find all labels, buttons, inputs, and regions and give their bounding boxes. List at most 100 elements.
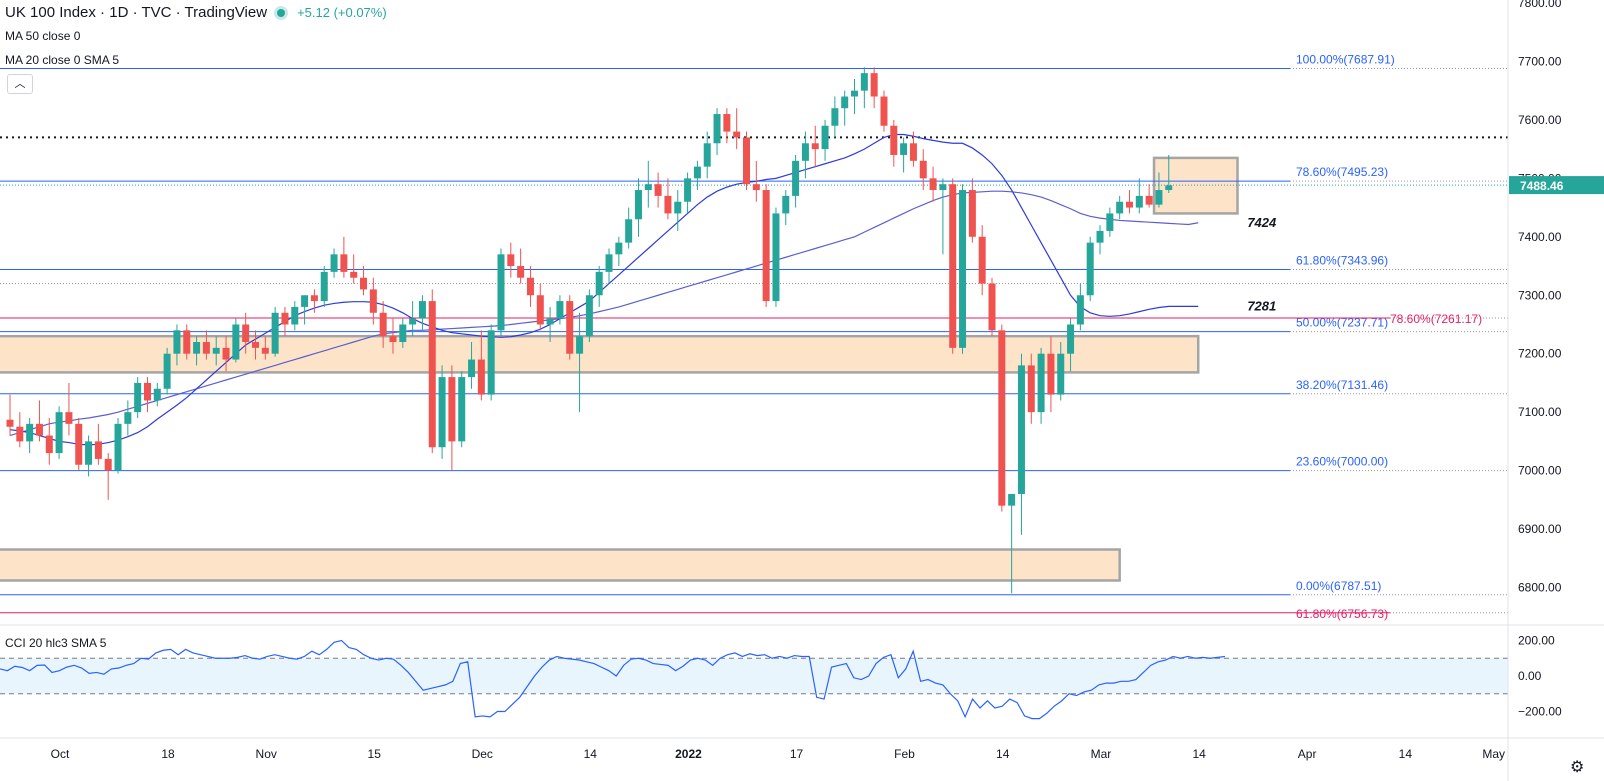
y-tick-4: 7400.00: [1518, 230, 1562, 244]
candle-body: [919, 160, 927, 179]
candle-body: [959, 190, 967, 348]
candle-40: [399, 318, 407, 348]
candle-37: [369, 277, 377, 325]
candle-body: [1008, 493, 1016, 506]
candle-57: [566, 295, 574, 360]
candle-88: [870, 67, 878, 109]
candle-66: [654, 172, 662, 208]
cci-legend[interactable]: CCI 20 hlc3 SMA 5: [5, 636, 107, 650]
candle-49: [487, 324, 495, 401]
candle-body: [497, 254, 505, 331]
x-tick-14: May: [1482, 747, 1505, 761]
candle-body: [644, 184, 652, 191]
symbol-title[interactable]: UK 100 Index · 1D · TVC · TradingView: [5, 4, 268, 21]
candle-body: [723, 114, 731, 132]
candle-body: [350, 271, 358, 278]
candle-113: [1116, 195, 1124, 220]
candle-20: [202, 330, 210, 360]
x-tick-5: 14: [584, 747, 598, 761]
candle-31: [310, 289, 318, 313]
fib-label-3: 50.00%(7237.71): [1296, 316, 1388, 330]
ma20-legend[interactable]: MA 20 close 0 SMA 5: [5, 53, 120, 67]
x-tick-11: 14: [1192, 747, 1206, 761]
candle-body: [556, 301, 564, 319]
candle-body: [271, 312, 279, 354]
y-tick-5: 7300.00: [1518, 288, 1562, 302]
candle-body: [409, 318, 417, 325]
candle-body: [536, 295, 544, 325]
candle-100: [988, 277, 996, 337]
zone-1: [0, 548, 1121, 582]
candle-body: [851, 90, 859, 97]
candle-body: [212, 347, 220, 354]
candle-99: [978, 225, 986, 296]
cci-band: [0, 658, 1508, 694]
candle-body: [654, 184, 662, 196]
candle-47: [468, 342, 476, 389]
cci-tick-1: 0.00: [1518, 669, 1542, 683]
x-tick-1: 18: [161, 747, 175, 761]
candlesticks: [6, 67, 1173, 594]
candle-body: [65, 412, 73, 424]
ma50-line: [9, 190, 1199, 437]
candle-body: [379, 312, 387, 337]
candle-46: [458, 371, 466, 448]
time-axis[interactable]: Oct 18 Nov 15 Dec 14 2022 17 Feb 14 Mar 14 Apr 14 May: [51, 747, 1505, 761]
candle-48: [477, 330, 485, 401]
candle-body: [841, 96, 849, 109]
candle-body: [1155, 190, 1163, 205]
candle-19: [193, 336, 201, 366]
fib-label-0: 100.00%(7687.91): [1296, 53, 1395, 67]
ma50-legend[interactable]: MA 50 close 0: [5, 29, 81, 43]
candle-89: [880, 90, 888, 132]
candle-61: [605, 248, 613, 284]
y-tick-2: 7600.00: [1518, 113, 1562, 127]
candle-56: [556, 295, 564, 325]
candle-82: [811, 125, 819, 167]
candle-68: [674, 190, 682, 231]
candle-72: [713, 108, 721, 155]
candle-64: [634, 178, 642, 237]
candle-34: [340, 236, 348, 278]
candle-body: [458, 377, 466, 442]
candle-body: [585, 295, 593, 337]
candle-43: [428, 289, 436, 454]
candle-body: [978, 236, 986, 284]
fib-red-label-1: 61.80%(6756.73): [1296, 607, 1388, 621]
fib-label-4: 38.20%(7131.46): [1296, 378, 1388, 392]
candle-body: [438, 377, 446, 448]
annotation-1: 7281: [1247, 298, 1276, 313]
candle-29: [291, 301, 299, 331]
gear-icon[interactable]: ⚙: [1570, 759, 1585, 776]
collapse-legend-button[interactable]: ︿: [7, 74, 33, 94]
candle-59: [585, 289, 593, 343]
candle-body: [1096, 230, 1104, 243]
candle-13: [134, 377, 142, 418]
y-tick-7: 7100.00: [1518, 405, 1562, 419]
candle-62: [615, 236, 623, 267]
chevron-up-icon: ︿: [14, 78, 26, 90]
candle-109: [1076, 283, 1084, 331]
candle-body: [664, 195, 672, 214]
candle-24: [242, 312, 250, 354]
candle-116: [1145, 184, 1153, 208]
candle-22: [222, 336, 230, 372]
candle-58: [576, 312, 584, 413]
candle-91: [900, 137, 908, 173]
candle-body: [428, 301, 436, 448]
candle-body: [310, 295, 318, 302]
candle-body: [792, 160, 800, 196]
x-tick-12: Apr: [1298, 747, 1317, 761]
candle-92: [909, 131, 917, 167]
candle-body: [1116, 201, 1124, 214]
candle-45: [448, 365, 456, 471]
candle-body: [55, 412, 63, 454]
candle-body: [468, 359, 476, 378]
candle-30: [301, 295, 309, 325]
candle-body: [929, 178, 937, 191]
candle-25: [252, 330, 259, 360]
candle-body: [1076, 295, 1084, 325]
candle-body: [634, 190, 642, 220]
